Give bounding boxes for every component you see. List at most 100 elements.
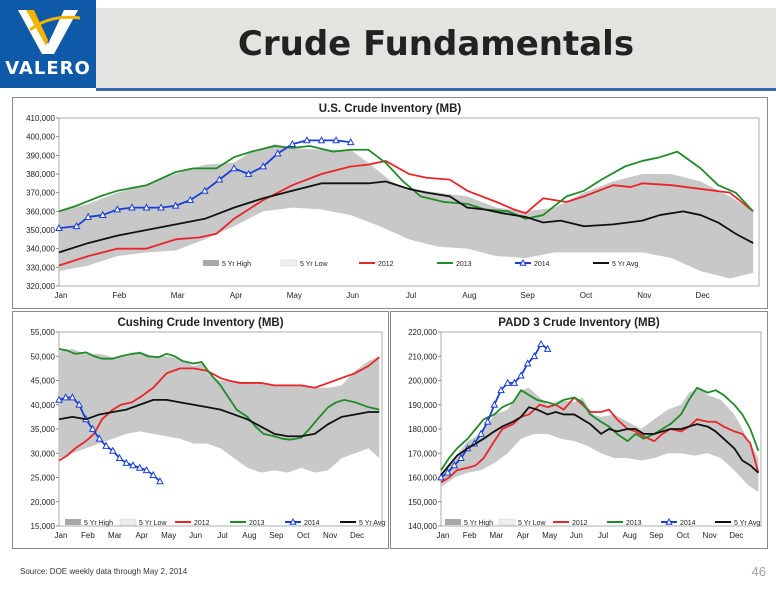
x-tick-label: Jul (217, 531, 227, 540)
legend-label: 2012 (572, 520, 588, 527)
series-point-2014 (149, 470, 158, 478)
series-point-2014 (84, 212, 93, 220)
series-line-5-yr-avg (440, 406, 759, 476)
series-line-2013 (58, 348, 380, 441)
series-point-2014 (68, 393, 77, 401)
y-tick-label: 390,000 (26, 151, 55, 160)
series-line-5-yr-avg (58, 180, 754, 254)
series-point-2014 (303, 136, 311, 144)
y-tick-label: 400,000 (26, 133, 55, 142)
legend-swatch-5yr-high (445, 519, 461, 525)
y-tick-label: 180,000 (408, 425, 437, 434)
x-tick-label: Dec (729, 531, 743, 540)
x-tick-label: Oct (297, 531, 310, 540)
series-line-5-yr-avg (58, 399, 380, 438)
y-tick-label: 15,000 (31, 522, 56, 531)
legend-label: 2012 (378, 261, 394, 268)
series-point-2014 (88, 424, 97, 432)
title-bar: Crude Fundamentals (96, 8, 776, 91)
series-point-2014 (483, 417, 492, 425)
x-tick-label: Aug (242, 531, 256, 540)
series-point-2014 (317, 136, 326, 144)
series-point-2014 (102, 441, 110, 449)
series-point-2014 (273, 149, 282, 157)
us-crude-chart-panel: U.S. Crude Inventory (MB) 320,000 330,000 3… (12, 97, 768, 309)
y-tick-label: 360,000 (26, 207, 55, 216)
legend-label: 2013 (456, 261, 472, 268)
series-point-2014 (443, 468, 452, 476)
x-tick-label: Feb (81, 531, 95, 540)
series-point-2014 (510, 378, 519, 386)
series-point-2014 (490, 400, 499, 408)
y-tick-label: 55,000 (31, 328, 56, 337)
series-line-2012 (58, 160, 754, 267)
legend-label: 2012 (194, 520, 210, 527)
legend-swatch-5yr-low (119, 518, 137, 526)
series-point-2014 (543, 344, 552, 352)
x-tick-label: Aug (462, 291, 476, 300)
x-tick-label: May (542, 531, 557, 540)
x-tick-label: Jun (346, 291, 359, 300)
y-tick-label: 25,000 (31, 474, 56, 483)
x-tick-label: Dec (696, 291, 710, 300)
series-point-2014 (129, 461, 137, 469)
y-tick-label: 160,000 (408, 474, 437, 483)
series-point-2014 (113, 205, 122, 213)
y-tick-label: 35,000 (31, 425, 56, 434)
x-tick-label: May (287, 291, 302, 300)
legend-label: 5 Yr High (464, 520, 493, 527)
valero-logo: VALERO (0, 0, 96, 88)
series-point-2014 (171, 201, 180, 209)
series-point-2014 (186, 195, 195, 204)
y-tick-label: 20,000 (31, 498, 56, 507)
series-point-2014 (332, 136, 340, 144)
series-point-2014 (135, 463, 144, 471)
x-tick-label: Mar (171, 291, 185, 300)
chart-title: PADD 3 Crude Inventory (MB) (498, 317, 660, 329)
y-tick-label: 200,000 (408, 377, 437, 386)
series-point-2014 (477, 429, 485, 437)
x-tick-label: Sep (521, 291, 536, 300)
y-tick-label: 320,000 (26, 282, 55, 291)
x-tick-label: Oct (580, 291, 593, 300)
padd3-crude-chart-panel: PADD 3 Crude Inventory (MB) 140,000 150,00… (390, 311, 768, 549)
page-number: 46 (751, 564, 766, 579)
series-point-2014 (128, 203, 136, 211)
valero-v-icon (18, 10, 81, 54)
series-point-2014 (142, 203, 151, 211)
x-tick-label: Feb (112, 291, 126, 300)
series-line-2013 (440, 386, 760, 471)
legend-marker-2014 (665, 517, 673, 525)
y-tick-label: 50,000 (31, 352, 56, 361)
series-point-2014 (517, 371, 525, 379)
x-tick-label: Apr (230, 291, 243, 300)
series-point-2014 (95, 434, 104, 442)
y-tick-label: 40,000 (31, 401, 56, 410)
logo-text: VALERO (5, 58, 91, 79)
x-tick-label: Oct (677, 531, 690, 540)
y-tick-label: 350,000 (26, 226, 55, 235)
padd3-crude-inventory-chart: PADD 3 Crude Inventory (MB) 140,000 150,00… (408, 317, 762, 540)
series-point-2014 (215, 175, 224, 183)
legend-label: 2013 (249, 520, 265, 527)
chart-title: U.S. Crude Inventory (MB) (319, 103, 462, 115)
x-tick-label: Jun (570, 531, 583, 540)
legend-label: 5 Yr Low (518, 520, 546, 527)
legend-label: 5 Yr Avg (734, 520, 760, 527)
x-tick-label: Jun (189, 531, 202, 540)
chart-title: Cushing Crude Inventory (MB) (117, 317, 283, 329)
x-tick-label: Nov (323, 531, 337, 540)
legend-label: 5 Yr Low (139, 520, 167, 527)
series-point-2014 (523, 359, 532, 367)
series-point-2014 (108, 446, 117, 454)
series-point-2014 (346, 138, 355, 146)
series-point-2014 (437, 473, 445, 481)
series-point-2014 (497, 385, 505, 394)
y-tick-label: 210,000 (408, 352, 437, 361)
legend-label: 5 Yr High (84, 520, 113, 527)
series-point-2014 (72, 222, 81, 230)
chart-legend: 5 Yr High 5 Yr Low 2012 2013 2014 5 Yr Avg (65, 517, 385, 527)
y-tick-label: 170,000 (408, 449, 437, 458)
series-point-2014 (200, 186, 209, 194)
y-tick-label: 220,000 (408, 328, 437, 337)
